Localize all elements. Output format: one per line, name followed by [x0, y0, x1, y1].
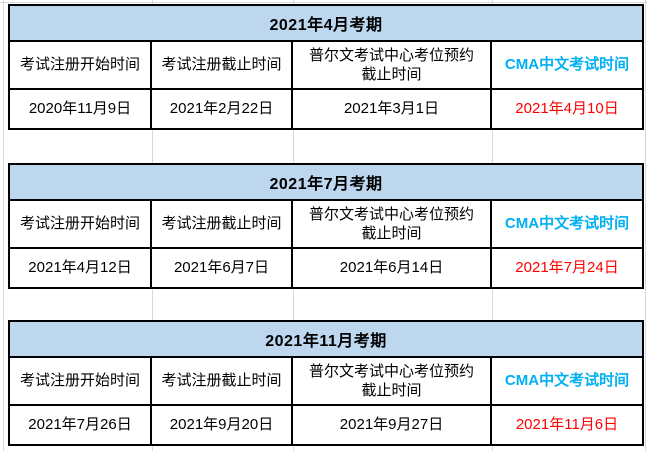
- prometric-deadline-date: 2021年3月1日: [293, 90, 492, 128]
- table-data-row: 2020年11月9日 2021年2月22日 2021年3月1日 2021年4月1…: [10, 90, 642, 128]
- header-prometric-reservation-deadline: 普尔文考试中心考位预约 截止时间: [293, 201, 492, 247]
- registration-deadline-date: 2021年6月7日: [152, 249, 293, 287]
- header-prometric-reservation-deadline: 普尔文考试中心考位预约 截止时间: [293, 358, 492, 404]
- table-header-row: 考试注册开始时间 考试注册截止时间 普尔文考试中心考位预约 截止时间 CMA中文…: [10, 358, 642, 406]
- header-registration-start: 考试注册开始时间: [10, 42, 152, 88]
- header-prometric-reservation-deadline: 普尔文考试中心考位预约 截止时间: [293, 42, 492, 88]
- exam-period-table-november: 2021年11月考期 考试注册开始时间 考试注册截止时间 普尔文考试中心考位预约…: [8, 320, 644, 446]
- cma-exam-date: 2021年4月10日: [515, 100, 619, 118]
- gridline-horizontal: [0, 2, 647, 3]
- registration-start-date: 2020年11月9日: [10, 90, 152, 128]
- registration-start-date: 2021年7月26日: [10, 406, 152, 444]
- header-cma-exam-time: CMA中文考试时间: [504, 56, 630, 74]
- header-registration-start: 考试注册开始时间: [10, 358, 152, 404]
- header-cma-exam-time: CMA中文考试时间: [504, 372, 630, 390]
- header-registration-start: 考试注册开始时间: [10, 201, 152, 247]
- registration-deadline-date: 2021年9月20日: [152, 406, 293, 444]
- header-registration-deadline: 考试注册截止时间: [152, 42, 293, 88]
- header-registration-deadline: 考试注册截止时间: [152, 358, 293, 404]
- table-data-row: 2021年4月12日 2021年6月7日 2021年6月14日 2021年7月2…: [10, 249, 642, 287]
- table-title: 2021年7月考期: [10, 165, 642, 201]
- cma-exam-date: 2021年11月6日: [515, 416, 619, 434]
- header-registration-deadline: 考试注册截止时间: [152, 201, 293, 247]
- registration-deadline-date: 2021年2月22日: [152, 90, 293, 128]
- table-header-row: 考试注册开始时间 考试注册截止时间 普尔文考试中心考位预约 截止时间 CMA中文…: [10, 42, 642, 90]
- cma-exam-date: 2021年7月24日: [515, 259, 619, 277]
- registration-start-date: 2021年4月12日: [10, 249, 152, 287]
- table-title: 2021年4月考期: [10, 6, 642, 42]
- table-title: 2021年11月考期: [10, 322, 642, 358]
- prometric-deadline-date: 2021年9月27日: [293, 406, 492, 444]
- header-cma-exam-time: CMA中文考试时间: [504, 215, 630, 233]
- table-data-row: 2021年7月26日 2021年9月20日 2021年9月27日 2021年11…: [10, 406, 642, 444]
- exam-period-table-july: 2021年7月考期 考试注册开始时间 考试注册截止时间 普尔文考试中心考位预约 …: [8, 163, 644, 289]
- table-header-row: 考试注册开始时间 考试注册截止时间 普尔文考试中心考位预约 截止时间 CMA中文…: [10, 201, 642, 249]
- prometric-deadline-date: 2021年6月14日: [293, 249, 492, 287]
- gridline-vertical: [3, 0, 4, 451]
- exam-period-table-april: 2021年4月考期 考试注册开始时间 考试注册截止时间 普尔文考试中心考位预约 …: [8, 4, 644, 130]
- gridline-vertical: [645, 0, 646, 451]
